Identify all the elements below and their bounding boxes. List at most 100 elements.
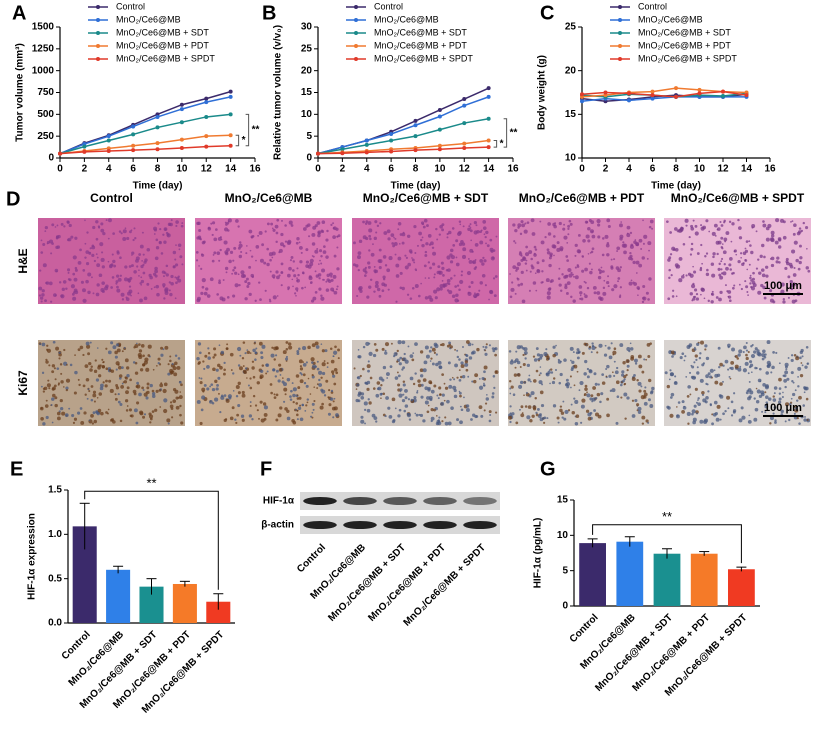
bar xyxy=(616,542,643,606)
cell-nucleus xyxy=(644,402,648,406)
cell-nucleus xyxy=(739,236,742,239)
cell-nucleus xyxy=(487,244,490,247)
cell-nucleus xyxy=(599,270,603,274)
cell-nucleus xyxy=(645,359,647,361)
cell-nucleus xyxy=(42,243,45,246)
cell-nucleus xyxy=(327,366,329,368)
cell-nucleus xyxy=(748,420,752,424)
cell-nucleus xyxy=(536,269,540,273)
cell-nucleus xyxy=(133,346,135,348)
cell-nucleus xyxy=(513,240,515,242)
cell-nucleus xyxy=(174,362,178,366)
cell-nucleus xyxy=(284,407,288,411)
cell-nucleus xyxy=(360,396,364,400)
cell-nucleus xyxy=(295,402,298,405)
cell-nucleus xyxy=(534,358,538,362)
cell-nucleus xyxy=(73,255,77,259)
cell-nucleus xyxy=(315,291,318,294)
x-tick-label: 2 xyxy=(340,164,346,175)
cell-nucleus xyxy=(431,420,433,422)
cell-nucleus xyxy=(298,397,301,400)
cell-nucleus xyxy=(612,351,616,355)
legend-marker xyxy=(96,57,100,61)
cell-nucleus xyxy=(390,233,394,237)
cell-nucleus xyxy=(53,341,56,344)
cell-nucleus xyxy=(602,237,605,240)
cell-nucleus xyxy=(295,287,298,290)
cell-nucleus xyxy=(61,223,64,226)
cell-nucleus xyxy=(748,372,750,374)
cell-nucleus xyxy=(125,377,128,380)
data-point xyxy=(462,121,466,125)
cell-nucleus xyxy=(760,284,763,287)
cell-nucleus xyxy=(330,397,334,401)
cell-nucleus xyxy=(402,242,405,245)
cell-nucleus xyxy=(670,253,672,255)
cell-nucleus xyxy=(265,363,269,367)
cell-nucleus xyxy=(491,396,494,399)
cell-nucleus xyxy=(606,413,610,417)
cell-nucleus xyxy=(482,274,486,278)
cell-nucleus xyxy=(375,231,377,233)
cell-nucleus xyxy=(299,242,301,244)
cell-nucleus xyxy=(697,397,699,399)
cell-nucleus xyxy=(418,295,421,298)
cell-nucleus xyxy=(783,236,787,240)
cell-nucleus xyxy=(101,359,103,361)
cell-nucleus xyxy=(273,277,275,279)
cell-nucleus xyxy=(272,368,275,371)
cell-nucleus xyxy=(275,419,278,422)
cell-nucleus xyxy=(97,347,99,349)
cell-nucleus xyxy=(92,422,94,424)
cell-nucleus xyxy=(365,267,367,269)
cell-nucleus xyxy=(269,259,272,262)
cell-nucleus xyxy=(93,292,95,294)
cell-nucleus xyxy=(602,381,606,385)
cell-nucleus xyxy=(638,389,641,392)
legend-marker xyxy=(96,44,100,48)
data-point xyxy=(180,120,184,124)
cell-nucleus xyxy=(719,394,722,397)
cell-nucleus xyxy=(307,398,309,400)
cell-nucleus xyxy=(448,385,452,389)
cell-nucleus xyxy=(86,378,90,382)
legend-label: MnO₂/Ce6@MB + PDT xyxy=(374,40,467,50)
y-tick-label: 0 xyxy=(48,153,54,164)
cell-nucleus xyxy=(461,274,463,276)
cell-nucleus xyxy=(391,343,393,345)
cell-nucleus xyxy=(289,221,293,225)
cell-nucleus xyxy=(214,353,217,356)
cell-nucleus xyxy=(367,364,371,368)
cell-nucleus xyxy=(239,244,243,248)
cell-nucleus xyxy=(237,347,241,351)
cell-nucleus xyxy=(739,366,741,368)
cell-nucleus xyxy=(593,372,596,375)
cell-nucleus xyxy=(471,281,474,284)
cell-nucleus xyxy=(265,230,267,232)
cell-nucleus xyxy=(379,295,382,298)
data-point xyxy=(438,147,442,151)
cell-nucleus xyxy=(169,223,173,227)
cell-nucleus xyxy=(203,241,206,244)
cell-nucleus xyxy=(711,262,714,265)
cell-nucleus xyxy=(518,385,522,389)
cell-nucleus xyxy=(726,290,728,292)
cell-nucleus xyxy=(108,380,111,383)
cell-nucleus xyxy=(226,343,228,345)
cell-nucleus xyxy=(440,344,442,346)
cell-nucleus xyxy=(65,413,69,417)
cell-nucleus xyxy=(439,233,441,235)
cell-nucleus xyxy=(472,350,476,354)
cell-nucleus xyxy=(730,361,734,365)
cell-nucleus xyxy=(307,402,309,404)
cell-nucleus xyxy=(537,408,540,411)
cell-nucleus xyxy=(679,257,683,261)
cell-nucleus xyxy=(525,405,528,408)
cell-nucleus xyxy=(437,265,440,268)
cell-nucleus xyxy=(716,296,719,299)
data-point xyxy=(487,145,491,149)
cell-nucleus xyxy=(722,243,724,245)
cell-nucleus xyxy=(591,268,593,270)
cell-nucleus xyxy=(82,288,86,292)
cell-nucleus xyxy=(670,396,673,399)
